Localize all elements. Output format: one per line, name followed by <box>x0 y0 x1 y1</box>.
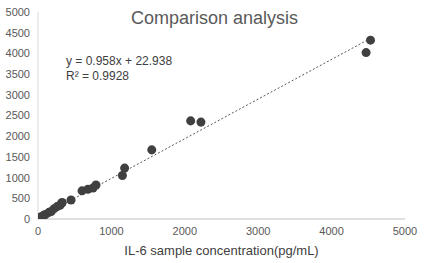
html-text:Comparison analysis: Comparison analysis <box>131 8 298 28</box>
svg-text:3000: 3000 <box>246 225 270 237</box>
svg-text:3500: 3500 <box>8 68 30 80</box>
svg-text:500: 500 <box>12 192 30 204</box>
svg-text:4000: 4000 <box>319 225 343 237</box>
svg-text:1000: 1000 <box>99 225 123 237</box>
svg-text:2500: 2500 <box>8 109 30 121</box>
svg-text:4000: 4000 <box>8 47 30 59</box>
svg-text:5000: 5000 <box>393 225 417 237</box>
svg-text:0: 0 <box>35 225 41 237</box>
svg-text:2000: 2000 <box>8 130 30 142</box>
svg-text:4500: 4500 <box>8 27 30 39</box>
svg-text:3000: 3000 <box>8 89 30 101</box>
svg-text:1000: 1000 <box>8 172 30 184</box>
html-text:R² = 0.9928: R² = 0.9928 <box>66 69 129 83</box>
svg-text:0: 0 <box>24 213 30 225</box>
html-text:y = 0.958x + 22.938: y = 0.958x + 22.938 <box>66 54 173 68</box>
svg-text:5000: 5000 <box>8 6 30 18</box>
svg-text:1500: 1500 <box>8 151 30 163</box>
svg-text:2000: 2000 <box>173 225 197 237</box>
svg-text:IL-6 sample concentration(pg/m: IL-6 sample concentration(pg/mL) <box>124 243 318 258</box>
